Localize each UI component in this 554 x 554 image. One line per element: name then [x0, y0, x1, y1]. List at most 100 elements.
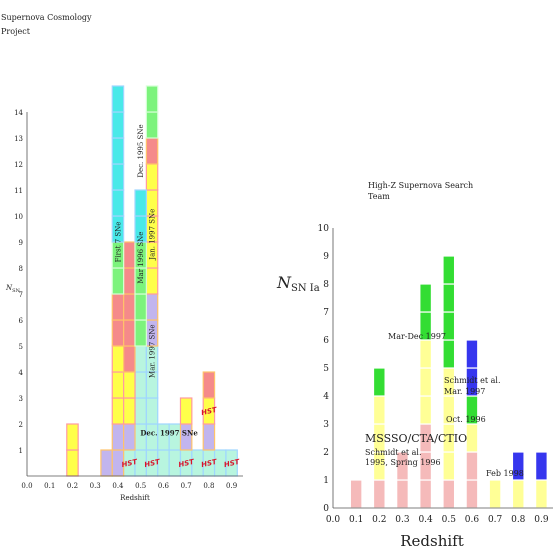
bar-cell-dec-1997-sne	[134, 371, 147, 399]
bar-cell-mssso-cta-ctio-schmidt-et-al-1995-spring-1996	[419, 479, 433, 509]
series-label: Schmidt et al.	[365, 448, 422, 457]
y-tick-label: 9	[19, 239, 23, 247]
chart-title: High-Z Supernova Search	[368, 181, 473, 190]
bar-cell-dec-1995-sne	[145, 111, 159, 139]
bar-cell-jan-1997-sne	[145, 163, 159, 191]
y-tick-label: 3	[323, 420, 329, 430]
series-label: Oct. 1996	[446, 415, 486, 424]
x-tick-label: 0.7	[181, 482, 192, 490]
bar-cell-mssso-cta-ctio-schmidt-et-al-1995-spring-1996	[396, 451, 409, 481]
bar-cell-first-7-sne	[111, 163, 125, 191]
series-label: MSSSO/CTA/CTIO	[365, 432, 467, 445]
x-tick-label: 0.2	[372, 515, 386, 525]
x-tick-label: 0.7	[488, 515, 503, 525]
left-histogram: 0.0 0.1 0.2 0.3 0.4 0.5 0.6 0.7 0.8 0.91234567891…	[1, 13, 243, 502]
x-axis-label: Redshift	[120, 494, 150, 502]
y-tick-label: 10	[14, 213, 23, 221]
bar-cell-first-7-sne	[134, 189, 147, 217]
y-tick-label: 6	[323, 336, 329, 346]
series-label: Dec. 1995 SNe	[137, 124, 145, 177]
bar-cell-first-7-sne	[111, 111, 125, 139]
bar-cell-oct-1996	[535, 479, 548, 509]
y-tick-label: 8	[19, 265, 23, 273]
y-tick-label: 2	[323, 448, 329, 458]
x-tick-label: 0.5	[135, 482, 146, 490]
y-tick-label: 11	[14, 187, 23, 195]
series-label: Jan. 1997 SNe	[149, 209, 157, 261]
bar-cell-jan-1997-sne	[123, 397, 136, 425]
bar-cell-oct-1996	[488, 479, 502, 509]
x-tick-label: 0.3	[90, 482, 101, 490]
series-label: Mar 1996 SNe	[137, 232, 145, 284]
bar-cell-jan-1997-sne	[111, 397, 125, 425]
y-tick-label: 12	[14, 161, 23, 169]
series-label: Dec. 1997 SNe	[140, 429, 198, 438]
bar-cell-dec-1997-sne	[134, 345, 147, 373]
bar-cell-mar-1996-sne	[111, 319, 125, 347]
bar-cell-mar-1996-sne	[123, 319, 136, 347]
bar-cell-oct-1996	[372, 395, 386, 425]
bar-cell-mssso-cta-ctio-schmidt-et-al-1995-spring-1996	[465, 451, 479, 481]
hst-label: HST	[200, 458, 218, 469]
y-tick-label: 7	[19, 291, 23, 299]
x-tick-label: 0.0	[326, 515, 341, 525]
y-axis-label: NSN Ia	[276, 273, 320, 294]
y-tick-label: 0	[323, 504, 329, 514]
chart-title: Team	[368, 192, 390, 201]
bar-cell-mar-dec-1997	[442, 255, 456, 285]
x-tick-label: 0.6	[158, 482, 170, 490]
x-tick-label: 0.0	[21, 482, 32, 490]
hst-label: HST	[144, 458, 162, 469]
hst-label: HST	[200, 406, 218, 417]
y-tick-label: 13	[14, 135, 23, 143]
bar-cell-mar-1996-sne	[202, 371, 216, 399]
bar-cell-dec-1997-sne	[134, 397, 147, 425]
series-label: 1995, Spring 1996	[365, 458, 441, 467]
y-tick-label: 10	[318, 224, 330, 234]
bar-cell-feb-1998	[535, 451, 548, 481]
bar-cell-first-7-sne	[111, 189, 125, 217]
bar-cell-mar-1996-sne	[123, 241, 136, 269]
bar-cell-mar-1996-sne	[111, 293, 125, 321]
right-histogram: 0.0 0.1 0.2 0.3 0.4 0.5 0.6 0.7 0.8 0.9 0 1 2 3 4 5 6 7 8 9…	[276, 181, 553, 550]
bar-cell-oct-1996	[419, 395, 433, 425]
bar-cell-dec-1997-sne	[145, 397, 159, 425]
bar-cell-dec-1995-sne	[111, 267, 125, 295]
hst-label: HST	[178, 458, 196, 469]
y-tick-label: 7	[323, 308, 329, 318]
bar-cell-schmidt-et-al-mar-1997	[419, 339, 433, 369]
series-label: Mar-Dec 1997	[388, 332, 446, 341]
bar-cell-dec-1995-sne	[134, 319, 147, 347]
x-tick-label: 0.1	[44, 482, 55, 490]
y-tick-label: 14	[14, 109, 23, 117]
y-tick-label: 5	[323, 364, 329, 374]
y-tick-label: 3	[19, 395, 23, 403]
bar-cell-jan-1997-sne	[111, 345, 125, 373]
y-tick-label: 8	[323, 280, 329, 290]
x-tick-label: 0.9	[226, 482, 237, 490]
bar-cell-first-7-sne	[111, 85, 125, 113]
bar-cell-oct-1996	[465, 423, 479, 453]
bar-cell-first-7-sne	[111, 137, 125, 165]
series-label: Mar. 1997 SNe	[149, 324, 157, 377]
bar-cell-mar-dec-1997	[442, 339, 456, 369]
y-tick-label: 6	[19, 317, 24, 325]
bar-cell-mar-dec-1997	[419, 283, 433, 313]
hst-label: HST	[223, 458, 241, 469]
bar-cell-mssso-cta-ctio-schmidt-et-al-1995-spring-1996	[465, 479, 479, 509]
x-tick-label: 0.2	[67, 482, 78, 490]
bar-cell-mar-1997-sne	[100, 449, 113, 477]
bar-cell-jan-1997-sne	[66, 449, 79, 477]
x-axis-label: Redshift	[400, 532, 464, 550]
bar-cell-schmidt-et-al-mar-1997	[419, 367, 433, 397]
bar-cell-mar-1997-sne	[111, 423, 125, 451]
bar-cell-mar-dec-1997	[372, 367, 386, 397]
bar-cell-mar-1996-sne	[145, 137, 159, 165]
bar-cell-jan-1997-sne	[111, 371, 125, 399]
bar-cell-jan-1997-sne	[66, 423, 79, 451]
bar-cell-mar-dec-1997	[442, 283, 456, 313]
bar-cell-feb-1998	[511, 451, 525, 481]
y-tick-label: 9	[323, 252, 329, 262]
x-tick-label: 0.4	[112, 482, 124, 490]
series-label: Mar. 1997	[444, 387, 485, 396]
